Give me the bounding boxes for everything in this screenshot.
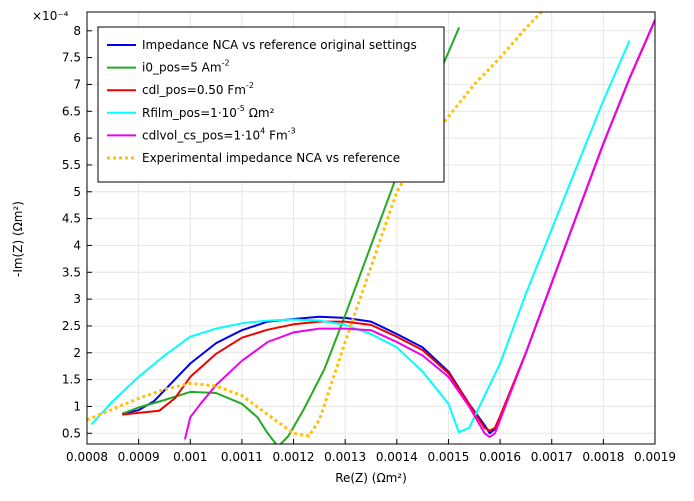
legend-label-unit: Fm (265, 128, 287, 142)
x-tick-label: 0.0009 (118, 450, 160, 464)
y-tick-label: 3 (73, 292, 81, 306)
y-tick-label: 2 (73, 346, 81, 360)
series-line-6 (87, 12, 543, 438)
legend-label-superscript: -2 (222, 59, 230, 68)
y-tick-label: 6.5 (62, 104, 81, 118)
y-tick-label: 0.5 (62, 426, 81, 440)
y-tick-label: 7.5 (62, 51, 81, 65)
series-layer (87, 12, 655, 444)
x-tick-label: 0.0008 (66, 450, 108, 464)
y-tick-label: 5 (73, 185, 81, 199)
y-axis-title: -Im(Z) (Ωm²) (11, 201, 25, 277)
y-axis-ticks: 0.5 1 1.5 2 2.5 3 3.5 4 4.5 5 5.5 6 6.5 7 7.5 8 (62, 24, 92, 440)
y-tick-label: 6 (73, 131, 81, 145)
series-line-5 (184, 19, 655, 440)
x-tick-label: 0.0013 (324, 450, 366, 464)
legend-label-unit: Ωm² (245, 106, 275, 120)
y-tick-label: 1.5 (62, 373, 81, 387)
y-tick-label: 3.5 (62, 265, 81, 279)
y-tick-label: 1 (73, 399, 81, 413)
legend-label-text: Rfilm_pos=1·10 (142, 106, 237, 120)
x-axis-ticks: 0.0008 0.0009 0.001 0.0011 0.0012 0.0013 0.001… (66, 439, 676, 464)
legend: Impedance NCA vs reference original sett… (97, 26, 445, 183)
y-axis-multiplier: ×10⁻⁴ (32, 9, 69, 23)
x-tick-label: 0.0014 (376, 450, 418, 464)
legend-label-4: Rfilm_pos=1·10-5 Ωm² (142, 104, 275, 120)
x-tick-label: 0.0017 (531, 450, 573, 464)
x-tick-label: 0.001 (173, 450, 207, 464)
x-tick-label: 0.0012 (273, 450, 315, 464)
x-axis-title: Re(Z) (Ωm²) (335, 471, 407, 485)
y-tick-label: 5.5 (62, 158, 81, 172)
legend-label-1: Impedance NCA vs reference original sett… (142, 38, 417, 52)
series-line-4 (91, 40, 631, 434)
y-tick-label: 2.5 (62, 319, 81, 333)
legend-label-2: i0_pos=5 Am-2 (142, 59, 230, 75)
legend-label-superscript-2: -3 (288, 126, 296, 135)
legend-label-text: i0_pos=5 Am (142, 61, 222, 75)
y-tick-label: 4 (73, 238, 81, 252)
legend-box (97, 26, 445, 183)
x-tick-label: 0.0019 (634, 450, 676, 464)
legend-label-text: cdl_pos=0.50 Fm (142, 83, 246, 97)
legend-label-superscript: 4 (260, 126, 265, 135)
x-tick-label: 0.0011 (221, 450, 263, 464)
legend-label-text: Experimental impedance NCA vs reference (142, 151, 400, 165)
legend-label-3: cdl_pos=0.50 Fm-2 (142, 81, 254, 97)
legend-label-superscript: -5 (237, 104, 245, 113)
y-tick-label: 8 (73, 24, 81, 38)
legend-label-superscript: -2 (246, 81, 254, 90)
legend-label-6: Experimental impedance NCA vs reference (142, 151, 400, 165)
legend-label-text: cdlvol_cs_pos=1·10 (142, 128, 260, 142)
legend-label-5: cdlvol_cs_pos=1·104 Fm-3 (142, 126, 296, 142)
x-tick-label: 0.0016 (479, 450, 521, 464)
y-tick-label: 4.5 (62, 212, 81, 226)
x-tick-label: 0.0018 (582, 450, 624, 464)
legend-label-text: Impedance NCA vs reference original sett… (142, 38, 417, 52)
x-tick-label: 0.0015 (427, 450, 469, 464)
y-tick-label: 7 (73, 77, 81, 91)
plot-frame (86, 11, 656, 445)
